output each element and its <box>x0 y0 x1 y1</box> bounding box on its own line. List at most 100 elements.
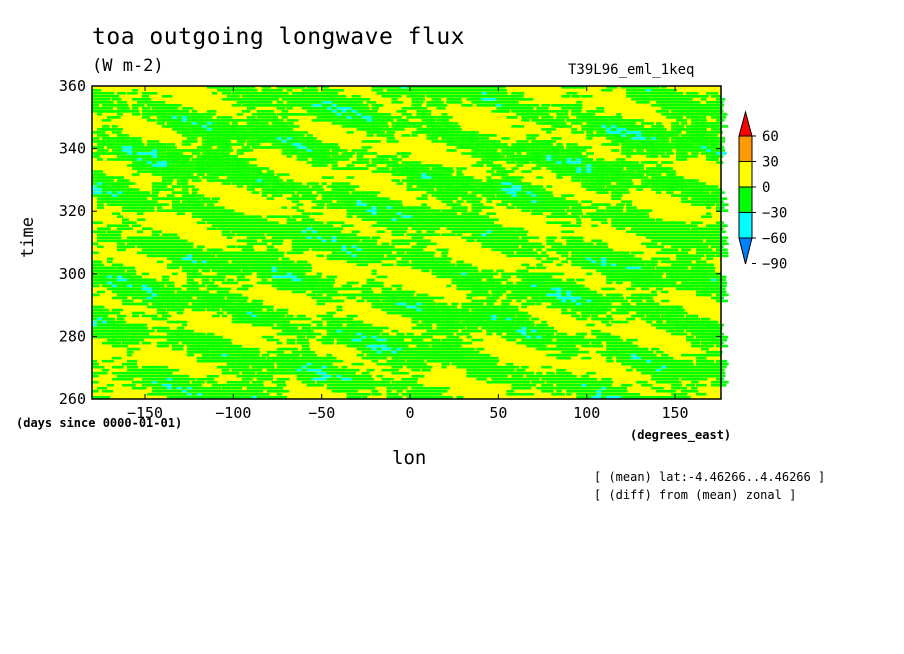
field-cell <box>421 86 431 89</box>
field-cell <box>146 152 154 155</box>
field-cell <box>591 125 597 128</box>
field-cell <box>451 98 459 101</box>
field-cell <box>706 278 712 282</box>
field-cell <box>521 149 527 152</box>
field-cell <box>376 125 390 128</box>
field-cell <box>256 122 264 125</box>
field-cell <box>181 203 188 206</box>
field-cell <box>401 215 410 218</box>
field-cell <box>546 239 555 243</box>
field-cell <box>676 194 682 197</box>
field-cell <box>556 215 565 218</box>
field-cell <box>116 197 127 200</box>
field-cell <box>596 110 605 113</box>
field-cell <box>286 128 294 131</box>
field-cell <box>151 191 160 194</box>
field-cell <box>401 92 409 95</box>
field-cell <box>326 92 339 95</box>
field-cell <box>651 293 658 297</box>
field-cell <box>296 230 305 234</box>
field-cell <box>241 215 247 218</box>
field-cell <box>636 167 644 170</box>
field-cell <box>636 140 646 143</box>
field-cell <box>526 185 533 188</box>
field-cell <box>306 278 316 282</box>
field-cell <box>591 293 603 297</box>
field-cell <box>206 251 212 255</box>
field-cell <box>286 113 295 116</box>
field-cell <box>706 293 712 297</box>
field-cell <box>646 230 656 234</box>
field-cell <box>396 89 406 92</box>
field-cell <box>486 275 494 279</box>
field-cell <box>631 278 641 282</box>
field-cell <box>166 290 175 294</box>
field-cell <box>256 113 268 116</box>
field-cell <box>356 209 364 212</box>
field-cell <box>621 176 633 179</box>
field-cell <box>496 98 505 101</box>
field-cell <box>136 245 143 249</box>
field-cell <box>676 131 682 134</box>
field-cell <box>626 287 636 291</box>
field-cell <box>656 131 664 134</box>
field-cell <box>361 212 372 215</box>
field-cell <box>96 134 106 137</box>
field-cell <box>256 254 269 258</box>
field-cell <box>481 152 491 155</box>
field-cell <box>96 278 107 282</box>
field-cell <box>371 212 381 215</box>
field-cell <box>616 137 626 140</box>
field-cell <box>201 290 210 294</box>
field-cell <box>586 245 596 249</box>
field-cell <box>256 185 266 188</box>
field-cell <box>706 92 719 95</box>
field-cell <box>431 137 438 140</box>
field-cell <box>511 245 518 249</box>
field-cell <box>381 242 389 246</box>
field-cell <box>666 131 674 134</box>
field-cell <box>191 131 201 134</box>
field-cell <box>416 164 422 167</box>
field-cell <box>311 281 319 285</box>
field-cell <box>92 107 101 110</box>
field-cell <box>226 149 234 152</box>
field-cell <box>471 197 483 200</box>
field-cell <box>636 227 643 231</box>
field-cell <box>441 92 448 95</box>
field-cell <box>196 119 203 122</box>
field-cell <box>266 98 273 101</box>
field-cell <box>421 170 428 173</box>
field-cell <box>96 191 107 194</box>
field-cell <box>676 113 683 116</box>
field-cell <box>576 218 582 221</box>
field-cell <box>496 281 502 285</box>
field-cell <box>426 116 433 119</box>
field-cell <box>271 254 281 258</box>
field-cell <box>241 179 249 182</box>
field-cell <box>441 137 449 140</box>
field-cell <box>701 110 708 113</box>
field-cell <box>181 296 191 300</box>
field-cell <box>586 110 596 113</box>
field-cell <box>326 299 334 303</box>
field-cell <box>301 212 312 215</box>
field-cell <box>386 131 396 134</box>
field-cell <box>671 116 681 119</box>
field-cell <box>671 242 679 246</box>
field-cell <box>636 176 642 179</box>
field-cell <box>496 284 504 288</box>
field-cell <box>671 248 679 252</box>
field-cell <box>291 230 301 234</box>
field-cell <box>331 146 340 149</box>
field-cell <box>606 293 615 297</box>
field-cell <box>506 152 515 155</box>
field-cell <box>711 230 720 234</box>
field-cell <box>376 119 385 122</box>
field-cell <box>271 260 282 264</box>
field-cell <box>136 293 145 297</box>
field-cell <box>136 290 143 294</box>
field-cell <box>336 167 347 170</box>
field-cell <box>261 218 268 221</box>
field-cell <box>316 281 326 285</box>
